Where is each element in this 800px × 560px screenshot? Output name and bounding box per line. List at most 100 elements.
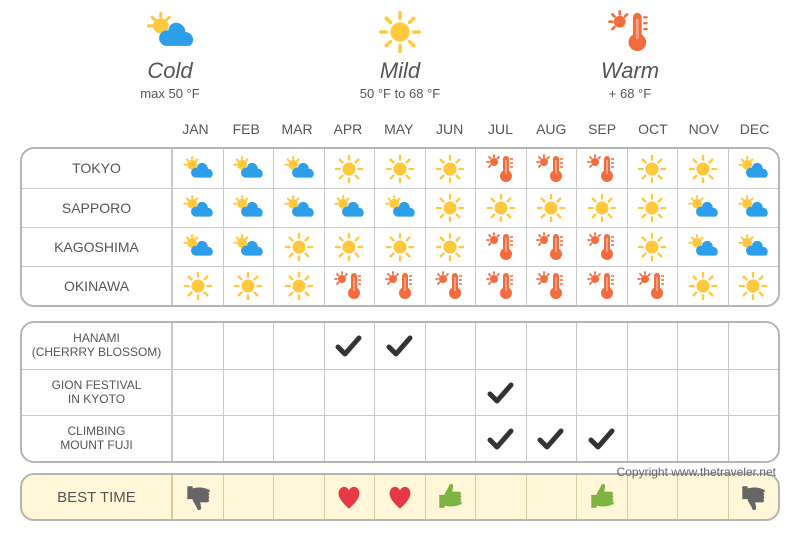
cold-icon: [385, 195, 415, 221]
climate-cell: [374, 189, 425, 227]
event-cell: [223, 416, 274, 461]
cold-icon: [233, 195, 263, 221]
check-icon: [386, 332, 414, 360]
event-cell: [172, 370, 223, 415]
check-icon: [487, 425, 515, 453]
check-icon: [537, 425, 565, 453]
climate-cell: [425, 149, 476, 188]
event-cell: [576, 370, 627, 415]
event-cell: [374, 370, 425, 415]
month-head: MAR: [272, 121, 323, 141]
cold-icon: [738, 156, 768, 182]
mild-icon: [486, 193, 516, 223]
cold-icon: [183, 234, 213, 260]
best-cell: [324, 475, 375, 519]
climate-cell: [627, 189, 678, 227]
month-header-row: JAN FEB MAR APR MAY JUN JUL AUG SEP OCT …: [20, 121, 780, 141]
climate-cell: [172, 149, 223, 188]
climate-cell: [374, 267, 425, 305]
legend-mild-title: Mild: [330, 58, 470, 84]
climate-cell: [273, 267, 324, 305]
climate-cell: [576, 189, 627, 227]
mild-icon: [183, 271, 213, 301]
month-head: AUG: [526, 121, 577, 141]
mild-icon: [330, 10, 470, 54]
climate-cell: [526, 228, 577, 266]
check-icon: [487, 379, 515, 407]
warm-icon: [587, 154, 617, 184]
thumb-up-icon: [435, 482, 465, 512]
mild-icon: [385, 154, 415, 184]
event-row: CLIMBINGMOUNT FUJI: [22, 415, 778, 461]
warm-icon: [486, 154, 516, 184]
climate-cell: [576, 267, 627, 305]
event-cell: [677, 370, 728, 415]
copyright-text: Copyright www.thetraveler.net: [617, 465, 776, 479]
climate-row: KAGOSHIMA: [22, 227, 778, 266]
climate-cell: [374, 149, 425, 188]
mild-icon: [738, 271, 768, 301]
climate-cell: [475, 228, 526, 266]
climate-cell: [273, 149, 324, 188]
mild-icon: [688, 154, 718, 184]
row-label: HANAMI(CHERRRY BLOSSOM): [22, 323, 172, 369]
climate-cell: [324, 267, 375, 305]
climate-cell: [677, 267, 728, 305]
heart-icon: [385, 482, 415, 512]
legend-cold: Cold max 50 °F: [100, 10, 240, 101]
month-head: JUN: [424, 121, 475, 141]
legend-warm-title: Warm: [560, 58, 700, 84]
row-label: SAPPORO: [22, 189, 172, 227]
month-head: NOV: [678, 121, 729, 141]
climate-cell: [425, 267, 476, 305]
best-cell: [223, 475, 274, 519]
row-label: KAGOSHIMA: [22, 228, 172, 266]
cold-icon: [334, 195, 364, 221]
event-cell: [273, 323, 324, 369]
cold-icon: [738, 195, 768, 221]
legend-cold-sub: max 50 °F: [100, 86, 240, 101]
cold-icon: [688, 195, 718, 221]
warm-icon: [587, 232, 617, 262]
month-head: JAN: [170, 121, 221, 141]
cold-icon: [100, 10, 240, 54]
event-cell: [728, 416, 779, 461]
mild-icon: [587, 193, 617, 223]
climate-cell: [324, 149, 375, 188]
event-cell: [627, 323, 678, 369]
best-cell: [526, 475, 577, 519]
event-cell: [728, 370, 779, 415]
warm-icon: [560, 10, 700, 54]
best-cell: [728, 475, 779, 519]
event-cell: [627, 416, 678, 461]
mild-icon: [637, 154, 667, 184]
thumb-up-icon: [587, 482, 617, 512]
warm-icon: [536, 271, 566, 301]
check-icon: [588, 425, 616, 453]
best-cell: [576, 475, 627, 519]
cold-icon: [688, 234, 718, 260]
row-label: TOKYO: [22, 149, 172, 188]
row-label: GION FESTIVALIN KYOTO: [22, 370, 172, 415]
cold-icon: [284, 156, 314, 182]
event-cell: [425, 323, 476, 369]
month-head: OCT: [627, 121, 678, 141]
row-label: BEST TIME: [22, 475, 172, 519]
event-cell: [576, 323, 627, 369]
climate-cell: [425, 228, 476, 266]
event-cell: [223, 323, 274, 369]
climate-cell: [677, 189, 728, 227]
warm-icon: [637, 271, 667, 301]
legend: Cold max 50 °F Mild 50 °F to 68 °F Warm …: [20, 10, 780, 101]
event-row: GION FESTIVALIN KYOTO: [22, 369, 778, 415]
climate-cell: [728, 228, 779, 266]
thumb-down-icon: [738, 482, 768, 512]
mild-icon: [385, 232, 415, 262]
event-cell: [728, 323, 779, 369]
mild-icon: [233, 271, 263, 301]
warm-icon: [435, 271, 465, 301]
event-cell: [273, 416, 324, 461]
climate-cell: [475, 149, 526, 188]
climate-cell: [172, 228, 223, 266]
warm-icon: [486, 271, 516, 301]
